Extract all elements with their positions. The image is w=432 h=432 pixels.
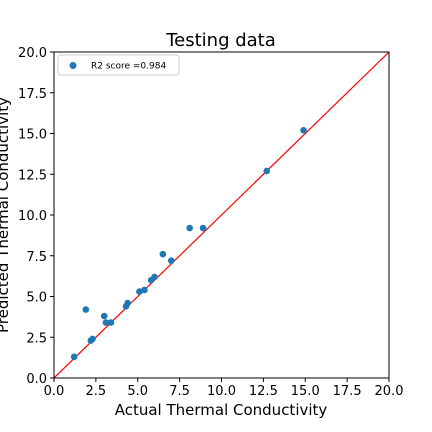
- data-point: [199, 224, 207, 232]
- data-point: [70, 353, 78, 361]
- x-tick-label: 0.0: [44, 384, 65, 399]
- y-tick-label: 20.0: [18, 46, 47, 61]
- x-tick-label: 5.0: [127, 384, 148, 399]
- x-tick-label: 17.5: [333, 384, 362, 399]
- data-point: [89, 335, 96, 343]
- data-point: [141, 286, 148, 294]
- x-tick-label: 7.5: [169, 384, 190, 399]
- x-tick-label: 12.5: [249, 384, 278, 399]
- x-axis-label: Actual Thermal Conductivity: [115, 401, 328, 419]
- data-point: [136, 288, 143, 295]
- legend-box: [57, 54, 180, 76]
- data-point: [100, 312, 108, 320]
- x-tick-label: 15.0: [291, 384, 320, 399]
- chart-title: Testing data: [165, 30, 276, 51]
- y-tick-label: 5.0: [26, 291, 47, 306]
- reference-line: [54, 52, 389, 378]
- y-tick-label: 12.5: [18, 168, 47, 183]
- data-point: [300, 126, 307, 134]
- legend: R2 score =0.984: [57, 54, 180, 76]
- y-tick-label: 10.0: [18, 209, 47, 224]
- data-point: [107, 319, 115, 326]
- x-tick-label: 10.0: [207, 384, 236, 399]
- data-point: [151, 273, 158, 281]
- data-point: [167, 257, 175, 264]
- x-tick-label: 20.0: [375, 384, 404, 399]
- data-point: [159, 250, 167, 258]
- data-point: [186, 224, 193, 232]
- plot-frame: [53, 51, 390, 379]
- data-point: [102, 319, 110, 326]
- y-tick-label: 7.5: [26, 250, 47, 265]
- x-tick-label: 2.5: [86, 384, 107, 399]
- y-tick-label: 0.0: [26, 372, 47, 387]
- data-point: [82, 306, 90, 313]
- y-tick-label: 15.0: [18, 128, 47, 143]
- y-tick-label: 2.5: [26, 331, 47, 346]
- legend-marker: [69, 62, 77, 69]
- data-point: [263, 167, 271, 175]
- legend-label: R2 score =0.984: [91, 62, 166, 72]
- data-point: [124, 299, 131, 307]
- y-axis-label: Predicted Thermal Conductivity: [0, 97, 12, 333]
- y-tick-label: 17.5: [18, 87, 47, 102]
